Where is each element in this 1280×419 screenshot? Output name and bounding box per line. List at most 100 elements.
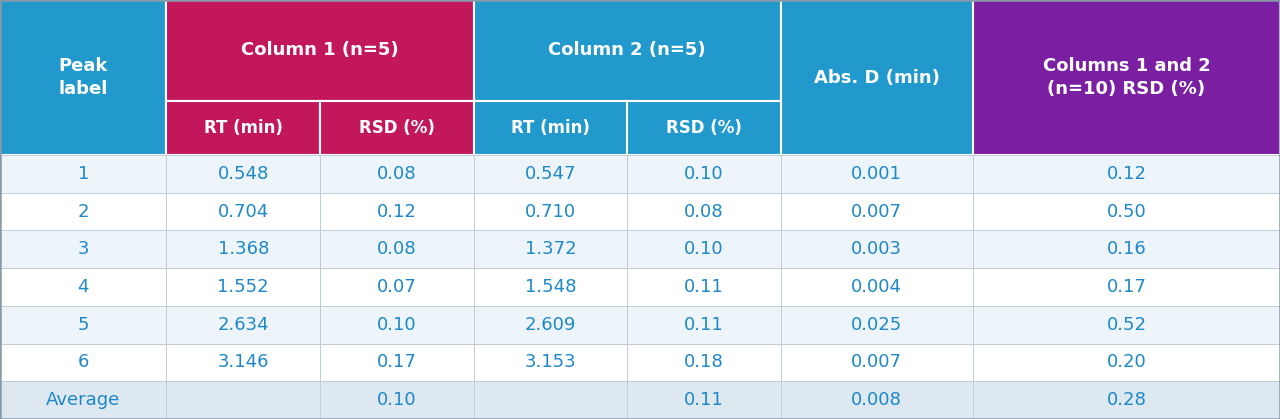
- Bar: [474, 344, 627, 381]
- Bar: [973, 268, 1280, 306]
- Text: 0.10: 0.10: [685, 165, 723, 183]
- Text: 0.710: 0.710: [525, 203, 576, 220]
- Bar: [166, 306, 320, 344]
- Text: 3.153: 3.153: [525, 354, 576, 371]
- Bar: [973, 344, 1280, 381]
- Text: 0.548: 0.548: [218, 165, 269, 183]
- Text: 1.552: 1.552: [218, 278, 269, 296]
- Text: 0.004: 0.004: [851, 278, 902, 296]
- Text: 1.368: 1.368: [218, 241, 269, 258]
- Bar: [627, 193, 781, 230]
- Text: 0.17: 0.17: [376, 354, 417, 371]
- Text: 0.12: 0.12: [1106, 165, 1147, 183]
- Bar: [781, 381, 973, 419]
- Bar: [0, 306, 1280, 344]
- Text: 3: 3: [78, 241, 88, 258]
- Text: 0.16: 0.16: [1106, 241, 1147, 258]
- Bar: [166, 344, 320, 381]
- Bar: [0, 344, 1280, 381]
- Text: RSD (%): RSD (%): [358, 119, 435, 137]
- Bar: [0, 0, 166, 155]
- Text: Abs. D (min): Abs. D (min): [814, 69, 940, 86]
- Text: 0.08: 0.08: [378, 165, 416, 183]
- Bar: [973, 155, 1280, 193]
- Text: 0.17: 0.17: [1106, 278, 1147, 296]
- Bar: [166, 0, 474, 101]
- Bar: [474, 268, 627, 306]
- Text: 0.001: 0.001: [851, 165, 902, 183]
- Text: 4: 4: [78, 278, 88, 296]
- Text: RSD (%): RSD (%): [666, 119, 742, 137]
- Bar: [320, 344, 474, 381]
- Text: 0.18: 0.18: [684, 354, 724, 371]
- Bar: [166, 230, 320, 268]
- Bar: [474, 101, 627, 155]
- Bar: [166, 193, 320, 230]
- Text: 0.28: 0.28: [1106, 391, 1147, 409]
- Bar: [166, 155, 320, 193]
- Text: 2.634: 2.634: [218, 316, 269, 334]
- Text: 0.11: 0.11: [684, 278, 724, 296]
- Bar: [781, 155, 973, 193]
- Text: 0.11: 0.11: [684, 316, 724, 334]
- Bar: [781, 0, 973, 155]
- Bar: [627, 306, 781, 344]
- Bar: [973, 306, 1280, 344]
- Bar: [0, 155, 1280, 193]
- Bar: [973, 230, 1280, 268]
- Bar: [166, 268, 320, 306]
- Text: 0.52: 0.52: [1106, 316, 1147, 334]
- Bar: [627, 101, 781, 155]
- Text: 0.50: 0.50: [1106, 203, 1147, 220]
- Bar: [0, 230, 1280, 268]
- Text: RT (min): RT (min): [204, 119, 283, 137]
- Bar: [973, 381, 1280, 419]
- Bar: [166, 381, 320, 419]
- Bar: [320, 268, 474, 306]
- Text: Column 2 (n=5): Column 2 (n=5): [548, 41, 707, 59]
- Text: 0.08: 0.08: [378, 241, 416, 258]
- Text: 0.025: 0.025: [851, 316, 902, 334]
- Bar: [973, 193, 1280, 230]
- Bar: [320, 193, 474, 230]
- Bar: [627, 344, 781, 381]
- Bar: [474, 230, 627, 268]
- Text: 3.146: 3.146: [218, 354, 269, 371]
- Bar: [474, 193, 627, 230]
- Text: 0.704: 0.704: [218, 203, 269, 220]
- Bar: [474, 0, 781, 101]
- Bar: [474, 306, 627, 344]
- Text: 0.547: 0.547: [525, 165, 576, 183]
- Bar: [781, 230, 973, 268]
- Text: 1.548: 1.548: [525, 278, 576, 296]
- Bar: [627, 381, 781, 419]
- Bar: [781, 193, 973, 230]
- Bar: [474, 381, 627, 419]
- Text: 6: 6: [78, 354, 88, 371]
- Bar: [320, 230, 474, 268]
- Bar: [474, 155, 627, 193]
- Text: 2: 2: [78, 203, 88, 220]
- Bar: [320, 155, 474, 193]
- Text: 0.008: 0.008: [851, 391, 902, 409]
- Text: 0.10: 0.10: [685, 241, 723, 258]
- Text: Columns 1 and 2
(n=10) RSD (%): Columns 1 and 2 (n=10) RSD (%): [1042, 57, 1211, 98]
- Text: 0.007: 0.007: [851, 354, 902, 371]
- Bar: [0, 268, 1280, 306]
- Text: 1.372: 1.372: [525, 241, 576, 258]
- Text: 5: 5: [78, 316, 88, 334]
- Text: 0.10: 0.10: [378, 316, 416, 334]
- Bar: [320, 101, 474, 155]
- Bar: [781, 268, 973, 306]
- Text: 0.08: 0.08: [685, 203, 723, 220]
- Bar: [627, 268, 781, 306]
- Bar: [973, 0, 1280, 155]
- Text: 0.007: 0.007: [851, 203, 902, 220]
- Text: Average: Average: [46, 391, 120, 409]
- Text: 0.12: 0.12: [376, 203, 417, 220]
- Bar: [166, 101, 320, 155]
- Text: RT (min): RT (min): [511, 119, 590, 137]
- Text: Peak
label: Peak label: [59, 57, 108, 98]
- Bar: [781, 344, 973, 381]
- Text: 1: 1: [78, 165, 88, 183]
